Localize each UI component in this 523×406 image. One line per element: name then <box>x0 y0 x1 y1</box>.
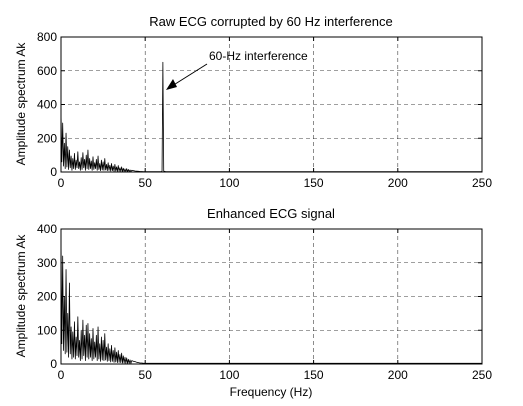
x-ticks: 0 50 100 150 200 250 <box>58 37 492 190</box>
x-tick-label: 150 <box>304 368 324 382</box>
annotation-arrow-head <box>166 79 177 90</box>
y-axis-label: Amplitude spectrum Ak <box>14 234 28 358</box>
y-tick-label: 400 <box>37 98 57 112</box>
y-tick-label: 0 <box>50 165 57 179</box>
x-ticks: 0 50 100 150 200 250 <box>58 229 492 382</box>
x-tick-label: 200 <box>388 368 408 382</box>
x-tick-label: 200 <box>388 176 408 190</box>
y-ticks: 0 200 400 600 800 <box>37 30 482 179</box>
series-line <box>60 235 482 364</box>
x-tick-label: 250 <box>472 176 492 190</box>
x-tick-label: 250 <box>472 368 492 382</box>
y-tick-label: 200 <box>37 131 57 145</box>
grid <box>61 229 482 364</box>
y-tick-label: 300 <box>37 256 57 270</box>
y-axis-label: Amplitude spectrum Ak <box>14 42 28 166</box>
x-tick-label: 50 <box>139 176 153 190</box>
y-ticks: 0 100 200 300 400 <box>37 222 482 371</box>
x-tick-label: 0 <box>58 176 65 190</box>
y-tick-label: 400 <box>37 222 57 236</box>
annotation-arrow-line <box>171 63 208 87</box>
panel-enhanced-ecg: 0 50 100 150 200 250 0 100 200 300 400 Enhanced E… <box>14 206 492 399</box>
y-tick-label: 800 <box>37 30 57 44</box>
annotation: 60-Hz interference <box>166 49 308 90</box>
chart-title: Raw ECG corrupted by 60 Hz interference <box>149 14 393 29</box>
x-tick-label: 50 <box>139 368 153 382</box>
grid <box>61 37 482 172</box>
y-tick-label: 0 <box>50 357 57 371</box>
panel-raw-ecg: 0 50 100 150 200 250 0 200 400 600 800 Raw ECG co… <box>14 14 492 190</box>
x-axis-label: Frequency (Hz) <box>230 385 313 399</box>
annotation-text: 60-Hz interference <box>209 49 308 63</box>
series-group <box>60 235 482 364</box>
x-tick-label: 150 <box>304 176 324 190</box>
x-tick-label: 100 <box>219 176 239 190</box>
y-tick-label: 100 <box>37 323 57 337</box>
x-tick-label: 100 <box>219 368 239 382</box>
y-tick-label: 200 <box>37 290 57 304</box>
chart-title: Enhanced ECG signal <box>207 206 335 221</box>
x-tick-label: 0 <box>58 368 65 382</box>
y-tick-label: 600 <box>37 64 57 78</box>
